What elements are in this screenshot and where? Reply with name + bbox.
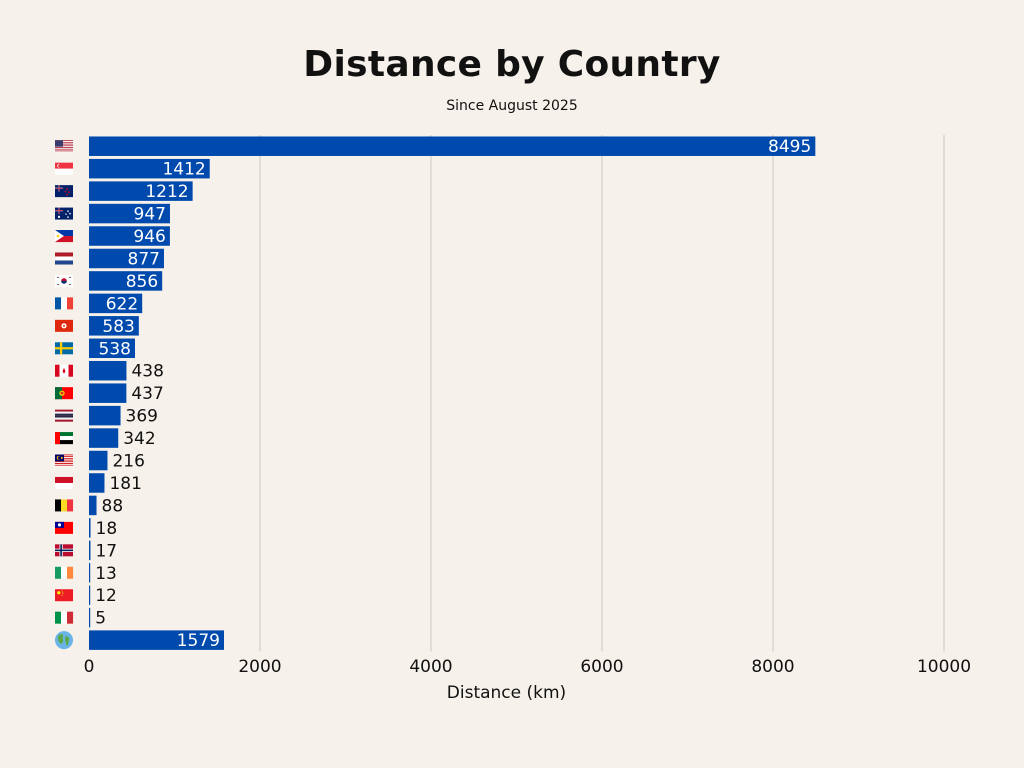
x-tick-label: 2000	[238, 657, 281, 677]
bar-value-label: 5	[95, 609, 106, 629]
sweden-flag-icon	[55, 342, 73, 355]
bar-value-label: 1412	[162, 160, 205, 180]
bar	[89, 226, 170, 246]
x-tick-label: 4000	[409, 657, 452, 677]
x-tick-label: 0	[84, 657, 95, 677]
china-flag-icon	[55, 589, 73, 602]
bar	[89, 181, 193, 201]
bar-value-label: 18	[96, 519, 118, 539]
bar	[89, 338, 135, 359]
bar	[89, 360, 127, 381]
chart-title: Distance by Country	[303, 44, 721, 85]
italy-flag-icon	[55, 611, 74, 624]
bar-value-label: 12	[95, 586, 117, 606]
bar-value-label: 13	[95, 564, 117, 584]
canada-flag-icon	[55, 364, 73, 377]
bar-value-label: 877	[128, 249, 160, 269]
bar	[89, 271, 163, 291]
thailand-flag-icon	[55, 409, 73, 422]
bar-value-label: 17	[95, 541, 117, 561]
bar-value-label: 538	[99, 339, 131, 359]
bar	[89, 563, 91, 583]
netherlands-flag-icon	[55, 252, 73, 265]
bar	[89, 316, 139, 336]
bar-value-label: 583	[102, 317, 134, 337]
bar	[89, 248, 164, 269]
bar-value-label: 369	[126, 407, 158, 427]
globe-flag-icon	[55, 631, 73, 650]
bar	[89, 383, 127, 403]
bar-value-label: 181	[109, 474, 141, 494]
bar-value-label: 216	[112, 452, 144, 472]
bar-value-label: 88	[102, 496, 124, 516]
x-axis-label: Distance (km)	[447, 683, 566, 703]
bar	[89, 518, 91, 538]
bar	[89, 293, 143, 314]
x-tick-label: 6000	[580, 657, 623, 677]
belgium-flag-icon	[55, 499, 74, 512]
bar-value-label: 946	[133, 227, 165, 247]
bar	[89, 630, 225, 650]
bar	[89, 450, 108, 471]
bar	[89, 405, 121, 426]
united-arab-emirates-flag-icon	[55, 432, 73, 445]
bar	[89, 203, 170, 224]
bar-value-label: 437	[131, 384, 163, 404]
bar-value-label: 1212	[145, 182, 188, 202]
bar	[89, 495, 97, 516]
bar-value-label: 438	[131, 362, 163, 382]
portugal-flag-icon	[55, 387, 73, 400]
bar	[89, 158, 210, 179]
bar-value-label: 947	[134, 205, 166, 225]
bar	[89, 473, 105, 493]
ireland-flag-icon	[55, 566, 74, 579]
x-tick-label: 10000	[917, 657, 971, 677]
bar-value-label: 8495	[768, 137, 811, 157]
bar-value-label: 1579	[177, 631, 220, 651]
x-tick-label: 8000	[751, 657, 794, 677]
taiwan-flag-icon	[55, 521, 73, 534]
new-zealand-flag-icon	[55, 185, 73, 198]
indonesia-flag-icon	[55, 476, 73, 490]
hong-kong-flag-icon	[55, 319, 73, 332]
malaysia-flag-icon	[55, 454, 73, 467]
south-korea-flag-icon	[55, 274, 73, 287]
bar	[89, 585, 91, 605]
chart-subtitle: Since August 2025	[446, 98, 578, 114]
australia-flag-icon	[55, 207, 73, 220]
united-states-flag-icon	[55, 140, 73, 153]
bar	[89, 428, 119, 448]
france-flag-icon	[55, 297, 74, 310]
bar	[89, 607, 91, 628]
singapore-flag-icon	[55, 162, 73, 175]
bar-value-label: 622	[106, 294, 138, 314]
bar-value-label: 856	[126, 272, 158, 292]
bar	[89, 136, 816, 156]
bar	[89, 540, 91, 561]
bar-value-label: 342	[123, 429, 155, 449]
norway-flag-icon	[55, 544, 73, 557]
philippines-flag-icon	[55, 230, 73, 243]
